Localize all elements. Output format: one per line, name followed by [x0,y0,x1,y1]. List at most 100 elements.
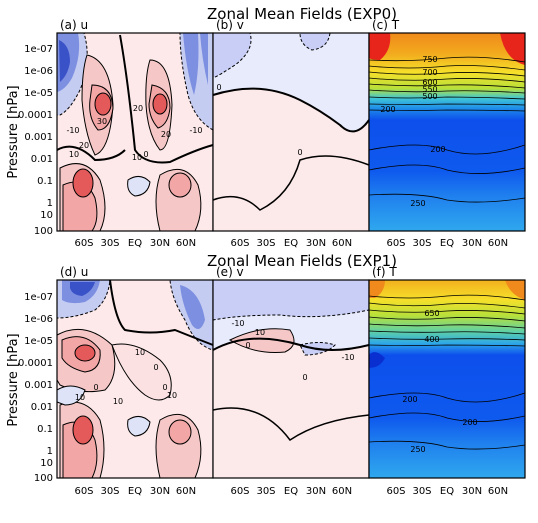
panel-label: (e) v [216,265,244,279]
panel-c-T: 750 700 600 550 500 200 200 250 (c) T [368,18,526,232]
contour-label: 0 [245,341,250,350]
row2-title: Zonal Mean Fields (EXP1) [207,252,397,270]
x-tick-label: 30N [462,486,482,497]
contour-label: 200 [430,145,445,154]
panel-a-u: 30 20 10 10 0 20 -10 -10 20 (a) u [56,18,214,232]
x-tick-label: 30N [306,238,326,249]
x-tick-label: 60N [332,238,352,249]
contour-label: 10 [132,153,142,162]
panel-f-T: 650 400 200 200 250 (f) T [368,265,526,479]
x-tick-label: 30N [306,486,326,497]
x-tick-label: EQ [128,238,142,249]
contour-label: 550 [422,85,437,94]
y-axis-label-row2: Pressure [hPa] [6,333,21,426]
y-tick-label: 1 [47,446,53,457]
y-tick-label: 1e-05 [24,88,53,99]
contour-label: 10 [167,391,177,400]
contour-label: 0 [93,383,98,392]
x-tick-label: 60N [488,486,508,497]
contour-label: 600 [422,78,437,87]
x-tick-label: EQ [440,486,454,497]
y-tick-label: 1e-05 [24,336,53,347]
y-tick-label: 1e-07 [24,292,53,303]
contour-label: 700 [422,68,437,77]
y-tick-label: 0.0001 [18,358,53,369]
x-tick-label: 30S [412,238,431,249]
contour-label: 0 [143,150,148,159]
x-tick-label: 30S [100,486,119,497]
x-tick-label: 30S [256,238,275,249]
y-tick-label: 1 [47,198,53,209]
contour-label: 750 [422,55,437,64]
contour-label: 250 [410,199,425,208]
contour-label: 650 [424,309,439,318]
contour-label: 0 [153,363,158,372]
row1-title: Zonal Mean Fields (EXP0) [207,5,397,23]
y-axis-label-row1: Pressure [hPa] [6,85,21,178]
x-tick-label: 30N [150,238,170,249]
contour-label: -10 [189,126,202,135]
x-tick-label: 30S [100,238,119,249]
y-tick-label: 100 [34,226,53,237]
x-tick-label: 60N [176,486,196,497]
x-tick-label: EQ [128,486,142,497]
contour-label: 0 [302,373,307,382]
x-tick-label: EQ [284,238,298,249]
contour-label: -10 [66,126,79,135]
y-tick-label: 0.1 [37,424,53,435]
contour-label: 30 [97,117,107,126]
x-tick-label: 60S [386,486,405,497]
contour-label: 200 [402,395,417,404]
contour-label: 250 [410,445,425,454]
x-tick-label: 60S [74,238,93,249]
x-tick-label: 60S [386,238,405,249]
x-tick-label: EQ [284,486,298,497]
contour-label: -10 [341,353,354,362]
contour-label: 20 [133,104,143,113]
y-ticks-row1: 1e-07 1e-06 1e-05 0.0001 0.001 0.01 0.1 … [18,44,53,237]
y-tick-label: 0.01 [31,402,53,413]
contour-label: 0 [216,83,221,92]
panel-e-v: -10 10 -10 0 0 (e) v [212,265,370,479]
x-tick-label: EQ [440,238,454,249]
x-tick-label: 60S [230,486,249,497]
panel-label: (f) T [372,265,397,279]
x-tick-label: 30S [412,486,431,497]
contour-label: 500 [422,92,437,101]
contour-label: 10 [75,393,85,402]
panel-label: (b) v [216,18,244,32]
contour-label: -10 [231,319,244,328]
x-tick-label: 30N [150,486,170,497]
contour-label: 10 [135,348,145,357]
y-tick-label: 0.001 [24,380,53,391]
x-tick-label: 30S [256,486,275,497]
x-tick-label: 60N [176,238,196,249]
contour-label: 10 [255,328,265,337]
contour-label: 10 [69,150,79,159]
y-tick-label: 1e-06 [24,66,53,77]
panel-b-v: 0 0 (b) v [212,18,370,232]
x-tick-label: 60S [230,238,249,249]
contour-label: 200 [380,105,395,114]
y-ticks-row2: 1e-07 1e-06 1e-05 0.0001 0.001 0.01 0.1 … [18,292,53,484]
contour-label: 20 [161,130,171,139]
panel-d-u: 10 0 10 10 0 10 0 (d) u [56,265,214,479]
contour-label: 0 [297,148,302,157]
contour-label: 20 [79,141,89,150]
x-tick-label: 60N [332,486,352,497]
contour-label: 10 [113,397,123,406]
contour-label: 0 [162,383,167,392]
y-tick-label: 0.01 [31,154,53,165]
y-tick-label: 0.0001 [18,110,53,121]
y-tick-label: 10 [40,458,53,469]
y-tick-label: 10 [40,210,53,221]
y-tick-label: 0.1 [37,176,53,187]
x-ticks-row2: 60S 30S EQ 30N 60N 60S 30S EQ 30N 60N 60… [74,486,508,497]
contour-label: 400 [424,335,439,344]
panel-label: (c) T [372,18,400,32]
x-tick-label: 30N [462,238,482,249]
y-tick-label: 1e-07 [24,44,53,55]
x-tick-label: 60S [74,486,93,497]
panel-label: (a) u [60,18,88,32]
